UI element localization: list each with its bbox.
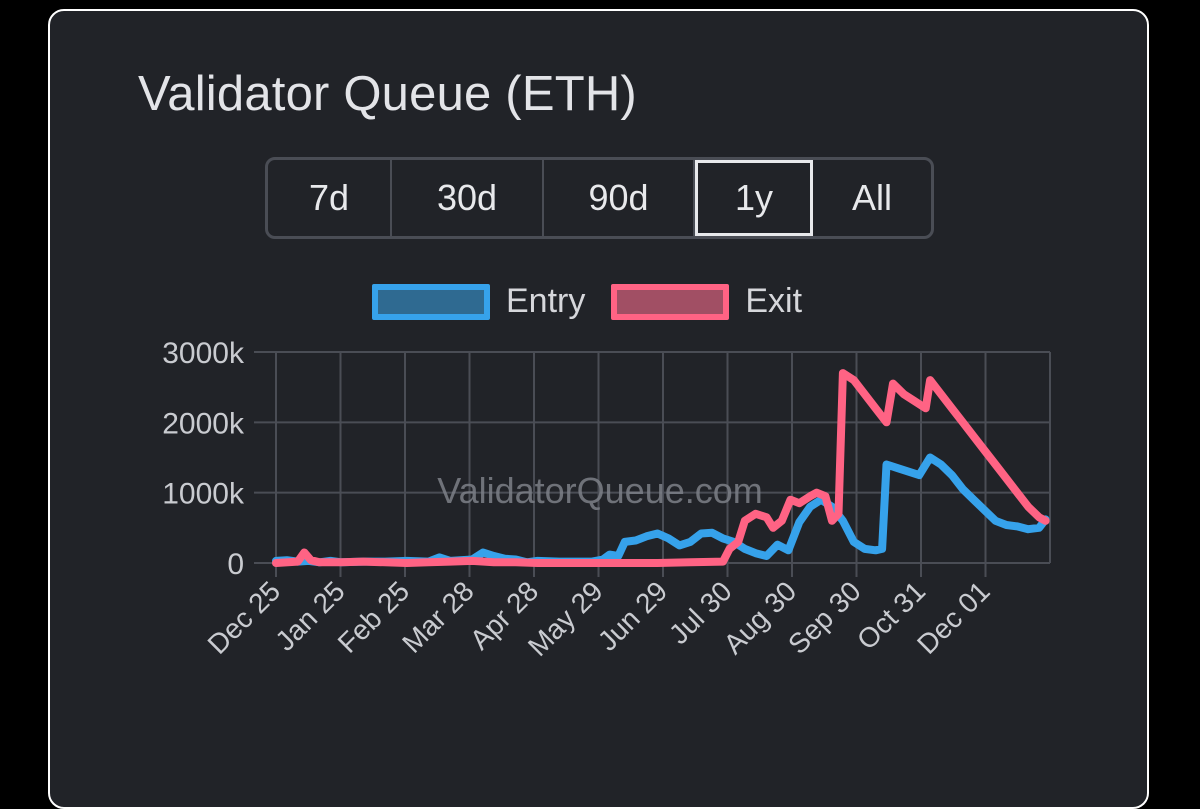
chart-title: Validator Queue (ETH) [138, 67, 637, 121]
legend-swatch-entry [372, 283, 490, 320]
range-button-all[interactable]: All [851, 177, 892, 218]
range-button-30d[interactable]: 30d [392, 160, 544, 236]
x-tick-label: Sep 30 [782, 575, 867, 660]
x-tick-label: Dec 25 [202, 575, 287, 660]
y-tick-label: 2000k [162, 407, 245, 440]
legend-item-exit[interactable]: Exit [611, 282, 802, 321]
legend-swatch-exit [611, 283, 730, 320]
watermark: ValidatorQueue.com [437, 470, 763, 511]
chart-legend: Entry Exit [372, 282, 828, 321]
time-range-selector: 7d 30d 90d 1y All [265, 157, 934, 239]
y-tick-label: 0 [227, 548, 244, 581]
range-button-7d[interactable]: 7d [268, 160, 392, 236]
x-tick-label: Aug 30 [718, 575, 803, 660]
x-tick-label: Jun 29 [592, 575, 673, 656]
legend-item-entry[interactable]: Entry [372, 282, 585, 321]
range-button-1y[interactable]: 1y [695, 160, 813, 236]
series-line-exit [272, 369, 1050, 567]
x-tick-label: Dec 01 [911, 575, 996, 660]
x-tick-label: Feb 25 [332, 575, 416, 659]
x-tick-label: Mar 28 [396, 575, 480, 659]
y-tick-label: 1000k [162, 478, 245, 511]
legend-label-exit: Exit [745, 282, 803, 320]
legend-label-entry: Entry [506, 282, 586, 320]
range-button-90d[interactable]: 90d [544, 160, 695, 236]
y-tick-label: 3000k [162, 337, 245, 370]
